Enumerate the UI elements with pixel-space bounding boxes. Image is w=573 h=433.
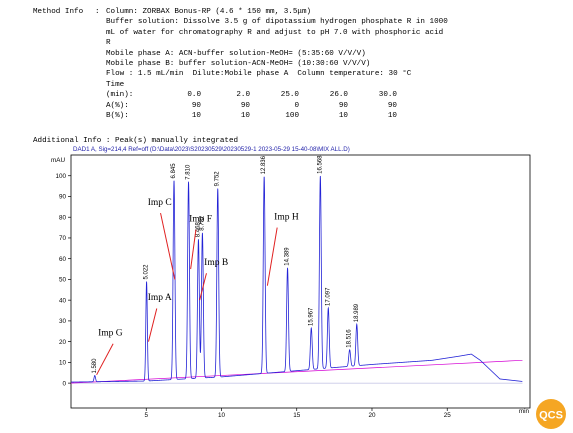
- peak-label: 8.468: [195, 222, 201, 238]
- annotation-pointer: [148, 308, 158, 342]
- peak-label: 12.836: [261, 155, 267, 174]
- peak-label: 1.580: [92, 358, 98, 374]
- peak-label: 7.810: [186, 164, 192, 180]
- peak-label: 16.568: [317, 155, 323, 174]
- peak-label: 5.022: [144, 264, 150, 280]
- x-tick-label: 10: [218, 412, 226, 419]
- b-value: 10: [240, 112, 250, 121]
- y-tick-label: 70: [59, 235, 67, 242]
- logo-text: QCS: [539, 410, 563, 422]
- peak-label: 18.989: [354, 303, 360, 322]
- time-value: 30.0: [378, 91, 397, 100]
- integration-baseline: [70, 359, 523, 384]
- annotation-label: Imp A: [148, 293, 172, 303]
- a-value: 0: [294, 101, 299, 110]
- y-tick-label: 50: [59, 277, 67, 284]
- x-tick-label: 5: [144, 412, 148, 419]
- peak-label: 9.752: [215, 171, 221, 187]
- buffer-line-1: Buffer solution: Dissolve 3.5 g of dipot…: [106, 18, 448, 27]
- y-tick-label: 100: [55, 173, 66, 180]
- b-value: 10: [191, 112, 201, 121]
- a-value: 90: [338, 101, 348, 110]
- chromatogram-trace: [71, 175, 523, 383]
- x-tick-label: 20: [368, 412, 376, 419]
- b-label: B(%):: [106, 112, 129, 121]
- gradient-time-row: Time (min): 0.0 2.0 25.0 26.0 30.0: [33, 80, 553, 101]
- annotation-pointer: [266, 227, 278, 286]
- gradient-b-row: B(%): 10 10 100 10 10: [33, 111, 553, 121]
- time-value: 25.0: [280, 91, 299, 100]
- additional-info: Additional Info : Peak(s) manually integ…: [33, 137, 239, 145]
- y-tick-label: 30: [59, 318, 67, 325]
- x-tick-label: 25: [444, 412, 452, 419]
- peak-label: 18.516: [347, 329, 353, 348]
- annotation-pointer: [96, 343, 114, 376]
- column-line: Column: ZORBAX Bonus-RP (4.6 * 150 mm, 3…: [106, 8, 312, 16]
- y-tick-label: 10: [59, 360, 67, 367]
- annotation-label: Imp G: [98, 328, 123, 338]
- time-value: 26.0: [329, 91, 348, 100]
- time-value: 0.0: [187, 91, 201, 100]
- method-info-block: Method Info : Column: ZORBAX Bonus-RP (4…: [33, 7, 553, 121]
- x-tick-label: 15: [293, 412, 301, 419]
- time-value: 2.0: [236, 91, 250, 100]
- flow-line: Flow : 1.5 mL/min Dilute:Mobile phase A …: [106, 70, 412, 79]
- y-tick-label: 0: [62, 380, 66, 387]
- gradient-a-row: A(%): 90 90 0 90 90: [33, 101, 553, 111]
- a-value: 90: [240, 101, 250, 110]
- a-value: 90: [191, 101, 201, 110]
- b-value: 100: [285, 112, 299, 121]
- y-tick-label: 20: [59, 339, 67, 346]
- b-value: 10: [387, 112, 397, 121]
- plot-frame: [70, 154, 531, 409]
- peak-label: 14.389: [285, 247, 291, 266]
- annotation-label: Imp H: [274, 212, 299, 222]
- y-tick-label: 40: [59, 297, 67, 304]
- peak-label: 17.097: [325, 287, 331, 306]
- x-axis-unit: min: [519, 408, 530, 415]
- peak-label: 15.967: [308, 307, 314, 326]
- buffer-line-2: mL of water for chromatography R and adj…: [106, 28, 444, 37]
- chart-root: DAD1 A, Sig=214,4 Ref=off (D:\Data\2023\…: [51, 146, 531, 419]
- a-value: 90: [387, 101, 397, 110]
- y-tick-label: 90: [59, 194, 67, 201]
- peak-label: 8.732: [199, 215, 205, 231]
- b-value: 10: [338, 112, 348, 121]
- method-info-colon: :: [95, 8, 100, 16]
- annotation-label: Imp C: [148, 198, 172, 208]
- mobile-phase-b-line: Mobile phase B: buffer solution-ACN-MeOH…: [106, 60, 371, 69]
- buffer-line-3: R: [106, 39, 111, 48]
- qcs-logo: QCS: [536, 399, 566, 429]
- annotation-pointer: [160, 212, 176, 280]
- method-info-label: Method Info: [33, 8, 84, 16]
- y-tick-label: 80: [59, 214, 67, 221]
- annotation-label: Imp F: [189, 214, 212, 224]
- y-tick-label: 60: [59, 256, 67, 263]
- y-axis-label: mAU: [51, 157, 65, 164]
- annotation-label: Imp B: [204, 258, 228, 268]
- annotation-pointer: [190, 229, 197, 270]
- logo-circle: [536, 399, 566, 429]
- time-label: Time (min):: [106, 80, 134, 100]
- chart-header: DAD1 A, Sig=214,4 Ref=off (D:\Data\2023\…: [73, 146, 350, 153]
- peak-label: 6.845: [171, 163, 177, 179]
- a-label: A(%):: [106, 101, 129, 110]
- mobile-phase-a-line: Mobile phase A: ACN-buffer solution-MeOH…: [106, 49, 366, 58]
- annotation-pointer: [199, 273, 207, 301]
